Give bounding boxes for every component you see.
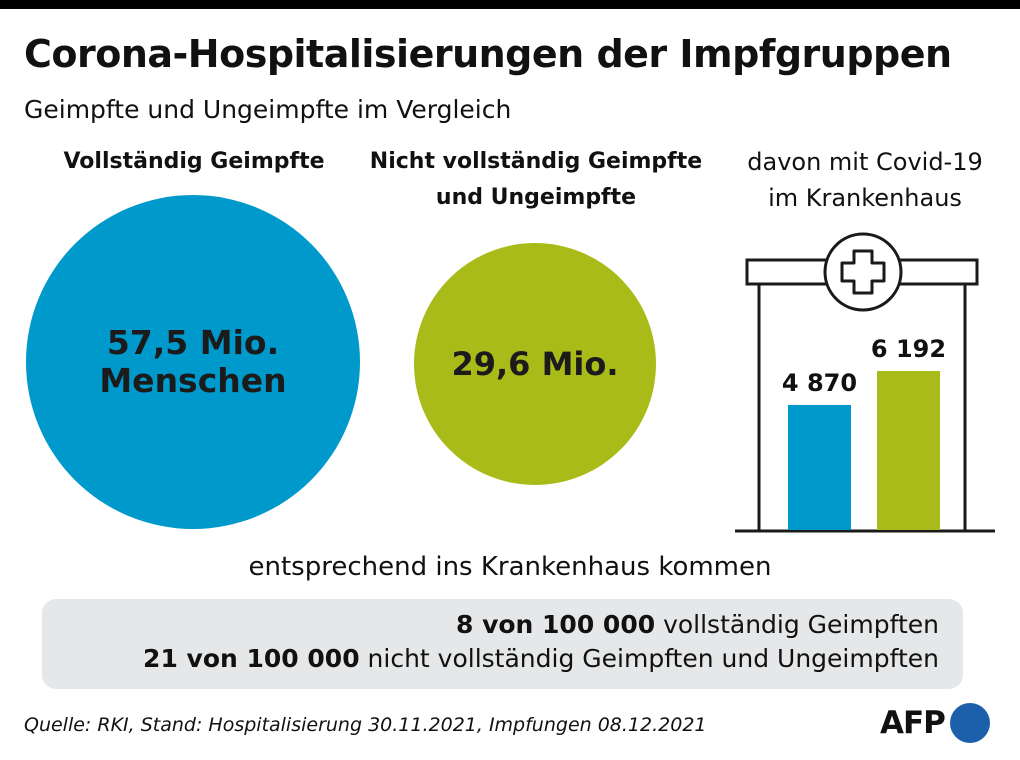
rate-text: vollständig Geimpften bbox=[655, 610, 939, 639]
source-note: Quelle: RKI, Stand: Hospitalisierung 30.… bbox=[24, 714, 707, 736]
logo-text: AFP bbox=[880, 705, 946, 741]
rate-value: 8 von 100 000 bbox=[455, 610, 656, 639]
vaccinated-population-circle: 57,5 Mio. Menschen bbox=[26, 195, 360, 529]
top-rule bbox=[0, 0, 1020, 9]
rate-line-vaccinated: 8 von 100 000 vollständig Geimpften bbox=[42, 608, 939, 642]
afp-logo: AFP bbox=[880, 703, 990, 743]
rates-intro: entsprechend ins Krankenhaus kommen bbox=[248, 552, 772, 582]
rate-value: 21 von 100 000 bbox=[143, 644, 360, 673]
hospital-bar-chart: 4 870 6 192 bbox=[735, 232, 995, 533]
unvaccinated-population-circle: 29,6 Mio. bbox=[414, 243, 656, 485]
unvaccinated-heading: Nicht vollständig Geimpfte und Ungeimpft… bbox=[369, 149, 703, 210]
page-title: Corona-Hospitalisierungen der Impfgruppe… bbox=[24, 32, 952, 76]
hospital-cross-icon bbox=[823, 232, 903, 312]
rate-text: nicht vollständig Geimpften und Ungeimpf… bbox=[359, 644, 939, 673]
bar-value-label: 4 870 bbox=[782, 369, 857, 397]
rates-box: 8 von 100 000 vollständig Geimpften 21 v… bbox=[42, 599, 963, 689]
rate-line-unvaccinated: 21 von 100 000 nicht vollständig Geimpft… bbox=[42, 642, 939, 676]
vaccinated-population-label: 57,5 Mio. Menschen bbox=[99, 323, 287, 400]
bar-unvaccinated bbox=[877, 371, 940, 530]
bar-value-label: 6 192 bbox=[871, 335, 946, 363]
bar-vaccinated bbox=[788, 404, 851, 530]
vaccinated-heading: Vollständig Geimpfte bbox=[63, 149, 325, 174]
hospital-heading: davon mit Covid-19 im Krankenhaus bbox=[747, 148, 983, 212]
unvaccinated-population-label: 29,6 Mio. bbox=[451, 345, 619, 383]
page-subtitle: Geimpfte und Ungeimpfte im Vergleich bbox=[24, 95, 512, 124]
logo-dot-icon bbox=[949, 703, 990, 743]
